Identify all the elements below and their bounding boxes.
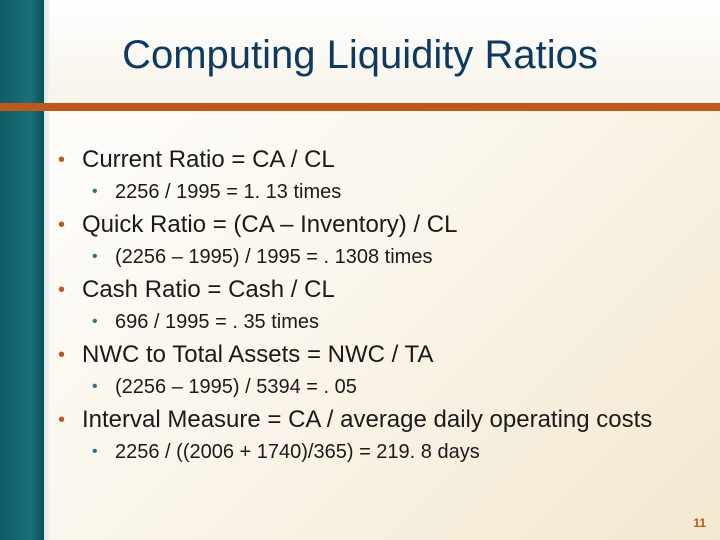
bullet-text: Current Ratio = CA / CL bbox=[82, 146, 335, 173]
sub-bullet-interval-measure: • 2256 / ((2006 + 1740)/365) = 219. 8 da… bbox=[58, 440, 698, 464]
sub-bullet-text: (2256 – 1995) / 5394 = . 05 bbox=[115, 376, 357, 398]
page-number: 11 bbox=[693, 516, 706, 530]
bullet-icon: • bbox=[58, 279, 66, 301]
left-sidebar-edge bbox=[44, 0, 50, 540]
sub-bullet-icon: • bbox=[92, 378, 98, 395]
bullet-text: NWC to Total Assets = NWC / TA bbox=[82, 341, 434, 368]
bullet-icon: • bbox=[58, 149, 66, 171]
bullet-nwc-to-total-assets: • NWC to Total Assets = NWC / TA bbox=[58, 341, 698, 369]
bullet-list: • Current Ratio = CA / CL • 2256 / 1995 … bbox=[58, 146, 698, 464]
left-sidebar-bar bbox=[0, 0, 44, 540]
sub-bullet-icon: • bbox=[92, 248, 98, 265]
bullet-text: Quick Ratio = (CA – Inventory) / CL bbox=[82, 211, 458, 238]
bullet-interval-measure: • Interval Measure = CA / average daily … bbox=[58, 406, 698, 434]
sub-bullet-text: 696 / 1995 = . 35 times bbox=[115, 311, 320, 333]
bullet-quick-ratio: • Quick Ratio = (CA – Inventory) / CL bbox=[58, 211, 698, 239]
slide-title: Computing Liquidity Ratios bbox=[122, 33, 598, 77]
bullet-cash-ratio: • Cash Ratio = Cash / CL bbox=[58, 276, 698, 304]
sub-bullet-nwc-to-total-assets: • (2256 – 1995) / 5394 = . 05 bbox=[58, 375, 698, 399]
title-area bbox=[50, 0, 720, 103]
title-divider bbox=[0, 103, 720, 111]
sub-bullet-icon: • bbox=[92, 313, 98, 330]
bullet-text: Cash Ratio = Cash / CL bbox=[82, 276, 335, 303]
sub-bullet-cash-ratio: • 696 / 1995 = . 35 times bbox=[58, 310, 698, 334]
sub-bullet-icon: • bbox=[92, 443, 98, 460]
sub-bullet-quick-ratio: • (2256 – 1995) / 1995 = . 1308 times bbox=[58, 245, 698, 269]
sub-bullet-current-ratio: • 2256 / 1995 = 1. 13 times bbox=[58, 180, 698, 204]
bullet-icon: • bbox=[58, 344, 66, 366]
bullet-text: Interval Measure = CA / average daily op… bbox=[82, 406, 653, 433]
sub-bullet-text: 2256 / ((2006 + 1740)/365) = 219. 8 days bbox=[115, 441, 480, 463]
sub-bullet-icon: • bbox=[92, 183, 98, 200]
bullet-current-ratio: • Current Ratio = CA / CL bbox=[58, 146, 698, 174]
sub-bullet-text: (2256 – 1995) / 1995 = . 1308 times bbox=[115, 246, 433, 268]
bullet-icon: • bbox=[58, 214, 66, 236]
bullet-icon: • bbox=[58, 409, 66, 431]
sub-bullet-text: 2256 / 1995 = 1. 13 times bbox=[115, 181, 342, 203]
